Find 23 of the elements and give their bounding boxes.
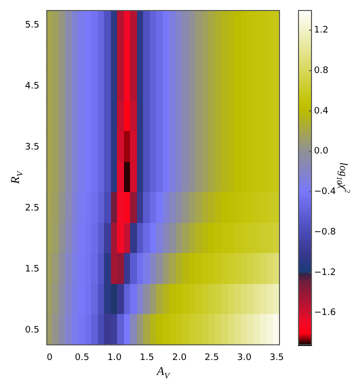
color-bar-label: 0.4 [314, 106, 329, 116]
x-tick-label: 1.5 [140, 352, 154, 363]
color-bar-label: 0.8 [314, 66, 329, 76]
y-axis-title: RV [8, 170, 24, 185]
y-tick-label: 3.5 [24, 142, 40, 152]
y-tick-label: 0.5 [24, 325, 40, 336]
x-tick-label: 0 [46, 352, 53, 363]
x-tick-label: 1.0 [107, 352, 122, 363]
x-tick-label: 2.5 [204, 352, 220, 363]
color-bar-label: −0.4 [314, 187, 336, 198]
y-tick-label: 1.5 [24, 264, 40, 274]
y-tick-label: 5.5 [24, 20, 40, 31]
color-bar-label: −1.2 [314, 268, 336, 278]
color-bar-label: −1.6 [314, 308, 336, 318]
color-bar-label: 1.2 [314, 26, 328, 36]
y-tick-label: 4.5 [24, 82, 40, 92]
y-tick-label: 2.5 [24, 203, 40, 214]
color-bar-label: −0.8 [314, 227, 336, 238]
x-tick-label: 3.5 [270, 352, 284, 363]
x-tick-label: 0.5 [74, 352, 90, 363]
x-tick-label: 2.0 [172, 352, 187, 363]
x-tick-label: 3.0 [237, 352, 252, 363]
color-bar-label: 0.0 [314, 146, 329, 157]
